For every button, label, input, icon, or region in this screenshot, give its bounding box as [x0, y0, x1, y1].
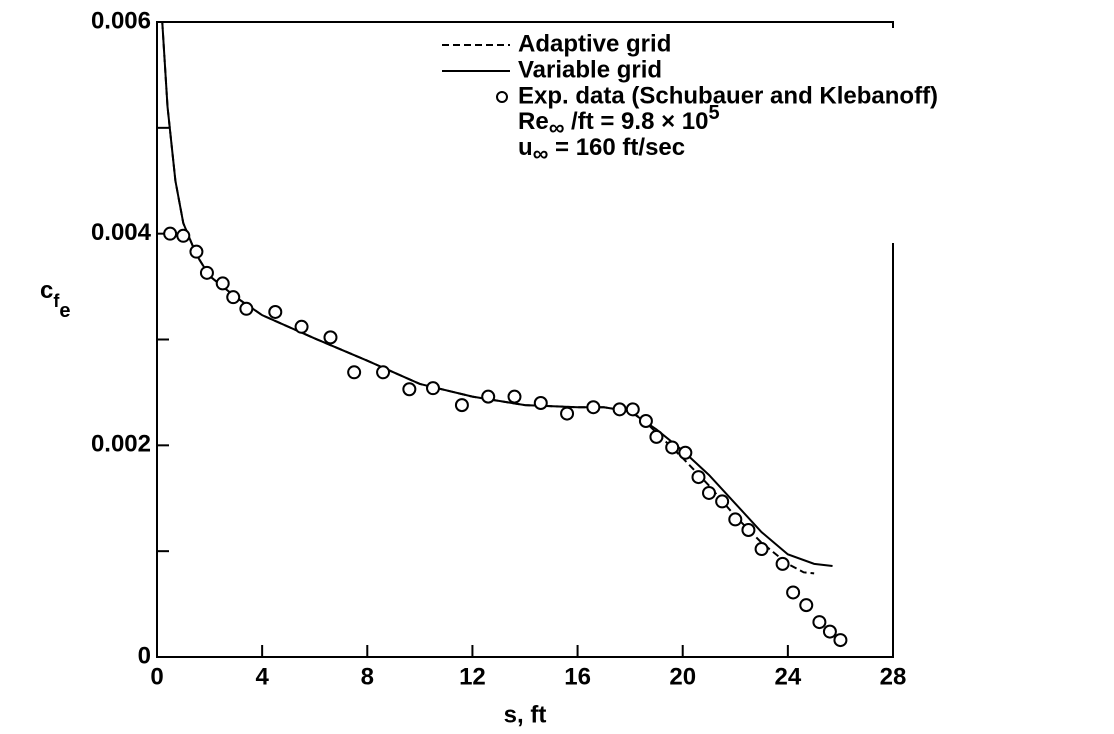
annotation-part: = 160 ft/sec: [548, 134, 685, 161]
data-point: [649, 429, 664, 444]
data-point: [268, 304, 283, 319]
data-point: [189, 244, 204, 259]
legend-label: Adaptive grid: [518, 30, 671, 57]
data-point: [481, 389, 496, 404]
annotation-part: /ft = 9.8 × 10: [564, 108, 708, 135]
data-point: [507, 389, 522, 404]
annotation-part: Re: [518, 108, 549, 135]
data-point: [741, 523, 756, 537]
legend-label: Exp. data (Schubauer and Klebanoff): [518, 82, 938, 109]
data-point: [625, 402, 640, 417]
x-tick-label: 24: [775, 663, 802, 690]
data-point: [533, 396, 548, 410]
data-point: [786, 585, 801, 600]
x-tick-label: 28: [880, 663, 907, 690]
annotation-part: ∞: [549, 115, 565, 140]
x-tick-label: 4: [255, 663, 269, 690]
data-point: [822, 624, 837, 639]
data-point: [638, 413, 653, 428]
y-axis-label-part: f: [53, 291, 60, 311]
data-point: [294, 319, 309, 334]
data-point: [702, 485, 716, 500]
data-point: [799, 598, 814, 613]
legend-marker: [496, 91, 508, 103]
y-tick-label: 0.004: [91, 219, 152, 246]
legend-label: Variable grid: [518, 56, 662, 83]
x-axis-label: s, ft: [504, 701, 547, 728]
data-point: [715, 494, 730, 509]
data-point: [199, 265, 214, 280]
data-point: [239, 301, 254, 316]
data-point: [347, 365, 362, 380]
annotation-part: 5: [708, 102, 719, 124]
data-point: [754, 542, 769, 557]
y-tick-label: 0.006: [91, 7, 151, 34]
y-axis-label-part: c: [40, 277, 53, 304]
x-tick-label: 12: [459, 663, 486, 690]
data-point: [176, 228, 191, 243]
annotation: Re∞ /ft = 9.8 × 105: [518, 102, 720, 140]
annotation: u∞ = 160 ft/sec: [518, 134, 685, 165]
data-point: [226, 290, 241, 305]
data-point: [426, 381, 440, 396]
data-point: [560, 406, 575, 421]
x-tick-label: 16: [564, 663, 591, 690]
y-tick-label: 0: [138, 642, 151, 669]
data-point: [665, 440, 680, 455]
x-tick-label: 0: [150, 663, 163, 690]
annotation-part: u: [518, 134, 533, 161]
data-point: [678, 445, 693, 460]
data-point: [402, 382, 417, 397]
y-axis-label: cfe: [40, 277, 70, 322]
data-point: [728, 512, 743, 527]
y-axis-label-part: e: [59, 300, 70, 322]
data-point: [691, 470, 706, 485]
data-point: [323, 330, 338, 345]
data-point: [454, 398, 469, 413]
data-point: [812, 615, 827, 630]
data-point: [586, 400, 601, 415]
data-point: [376, 365, 391, 380]
x-tick-label: 20: [669, 663, 696, 690]
y-tick-label: 0.002: [91, 431, 151, 458]
annotation-part: ∞: [533, 141, 549, 166]
legend-background: [430, 28, 910, 243]
data-point: [775, 556, 790, 571]
data-point: [163, 226, 178, 241]
data-point: [833, 633, 848, 648]
data-point: [215, 276, 230, 291]
data-point: [612, 402, 627, 417]
x-tick-label: 8: [361, 663, 374, 690]
